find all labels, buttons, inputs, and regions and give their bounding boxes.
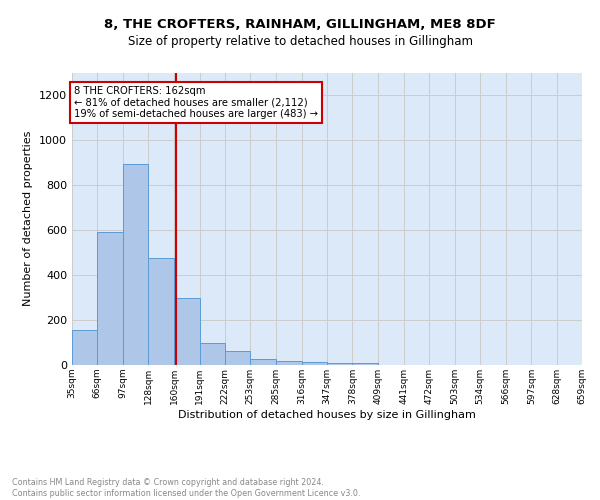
Bar bbox=[148, 258, 174, 365]
Text: Contains HM Land Registry data © Crown copyright and database right 2024.
Contai: Contains HM Land Registry data © Crown c… bbox=[12, 478, 361, 498]
Bar bbox=[302, 362, 327, 365]
Y-axis label: Number of detached properties: Number of detached properties bbox=[23, 131, 34, 306]
Bar bbox=[97, 232, 122, 365]
Bar bbox=[277, 360, 302, 365]
Bar bbox=[199, 342, 225, 365]
Bar bbox=[122, 164, 148, 365]
X-axis label: Distribution of detached houses by size in Gillingham: Distribution of detached houses by size … bbox=[178, 410, 476, 420]
Text: Size of property relative to detached houses in Gillingham: Size of property relative to detached ho… bbox=[128, 35, 473, 48]
Bar bbox=[174, 298, 199, 365]
Bar bbox=[327, 363, 352, 365]
Bar bbox=[250, 359, 277, 365]
Bar bbox=[225, 351, 250, 365]
Text: 8, THE CROFTERS, RAINHAM, GILLINGHAM, ME8 8DF: 8, THE CROFTERS, RAINHAM, GILLINGHAM, ME… bbox=[104, 18, 496, 30]
Bar bbox=[72, 330, 97, 365]
Bar bbox=[352, 363, 377, 365]
Text: 8 THE CROFTERS: 162sqm
← 81% of detached houses are smaller (2,112)
19% of semi-: 8 THE CROFTERS: 162sqm ← 81% of detached… bbox=[74, 86, 317, 119]
